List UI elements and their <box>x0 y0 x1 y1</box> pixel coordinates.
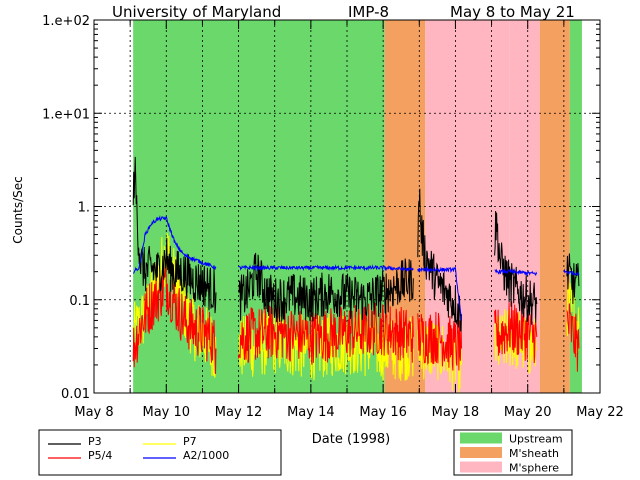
x-tick-label-1: May 10 <box>143 405 191 420</box>
y-tick-label-3: 0.1 <box>69 294 90 309</box>
legend-label-1: P7 <box>183 435 197 448</box>
title-right: May 8 to May 21 <box>450 3 575 21</box>
legend-region-swatch-0 <box>460 432 502 444</box>
series-a2-1000-segment-4 <box>563 268 580 276</box>
x-tick-label-0: May 8 <box>74 405 113 420</box>
series-a2-1000-segment-2 <box>417 266 462 321</box>
x-tick-label-3: May 14 <box>287 405 335 420</box>
y-tick-label-0: 1.e+02 <box>42 14 90 29</box>
series-p3-segment-4 <box>566 253 580 305</box>
x-axis: May 8 May 10 May 12 May 14 May 16 May 18 May 2… <box>74 20 624 420</box>
series-p5-4-segment-3 <box>494 301 538 364</box>
series-p3-segment-3 <box>494 210 538 325</box>
series-p5-4-segment-4 <box>566 303 580 372</box>
data-series <box>132 156 580 394</box>
title-center: IMP-8 <box>348 3 389 21</box>
legend-region-label-2: M'sphere <box>509 462 559 475</box>
series-p5-4-segment-2 <box>417 311 462 371</box>
series-p3-segment-0 <box>132 156 217 314</box>
series-a2-1000-segment-0 <box>133 215 217 274</box>
y-axis-label: Counts/Sec <box>11 176 25 244</box>
series-p3-segment-2 <box>417 188 462 332</box>
series-p3-segment-1 <box>238 252 414 323</box>
legend-label-0: P3 <box>88 435 102 448</box>
x-axis-label: Date (1998) <box>312 432 390 447</box>
legend-label-2: P5/4 <box>88 449 112 462</box>
legend-region-label-1: M'sheath <box>509 447 559 460</box>
series-a2-1000-segment-1 <box>238 264 414 272</box>
legend-series: P3 P7 P5/4 A2/1000 <box>38 429 282 476</box>
y-axis: 1.e+02 1.e+01 1. 0.1 0.01 <box>42 14 600 402</box>
series-p5-4-segment-0 <box>132 262 217 375</box>
legend-region-label-0: Upstream <box>509 433 563 446</box>
x-tick-label-2: May 12 <box>215 405 263 420</box>
legend-region-swatch-2 <box>460 461 502 473</box>
x-tick-label-5: May 18 <box>432 405 480 420</box>
title-left: University of Maryland <box>112 3 281 21</box>
y-tick-label-1: 1.e+01 <box>42 107 90 122</box>
series-p5-4-segment-1 <box>238 302 414 365</box>
series-a2-1000-segment-3 <box>494 268 538 277</box>
x-tick-label-6: May 20 <box>504 405 552 420</box>
legend-series-box <box>38 429 282 476</box>
y-tick-label-2: 1. <box>78 201 90 216</box>
legend-region-swatch-1 <box>460 447 502 458</box>
y-tick-label-4: 0.01 <box>61 387 90 402</box>
x-tick-label-4: May 16 <box>359 405 407 420</box>
legend-label-3: A2/1000 <box>183 449 229 462</box>
x-tick-label-7: May 22 <box>576 405 624 420</box>
